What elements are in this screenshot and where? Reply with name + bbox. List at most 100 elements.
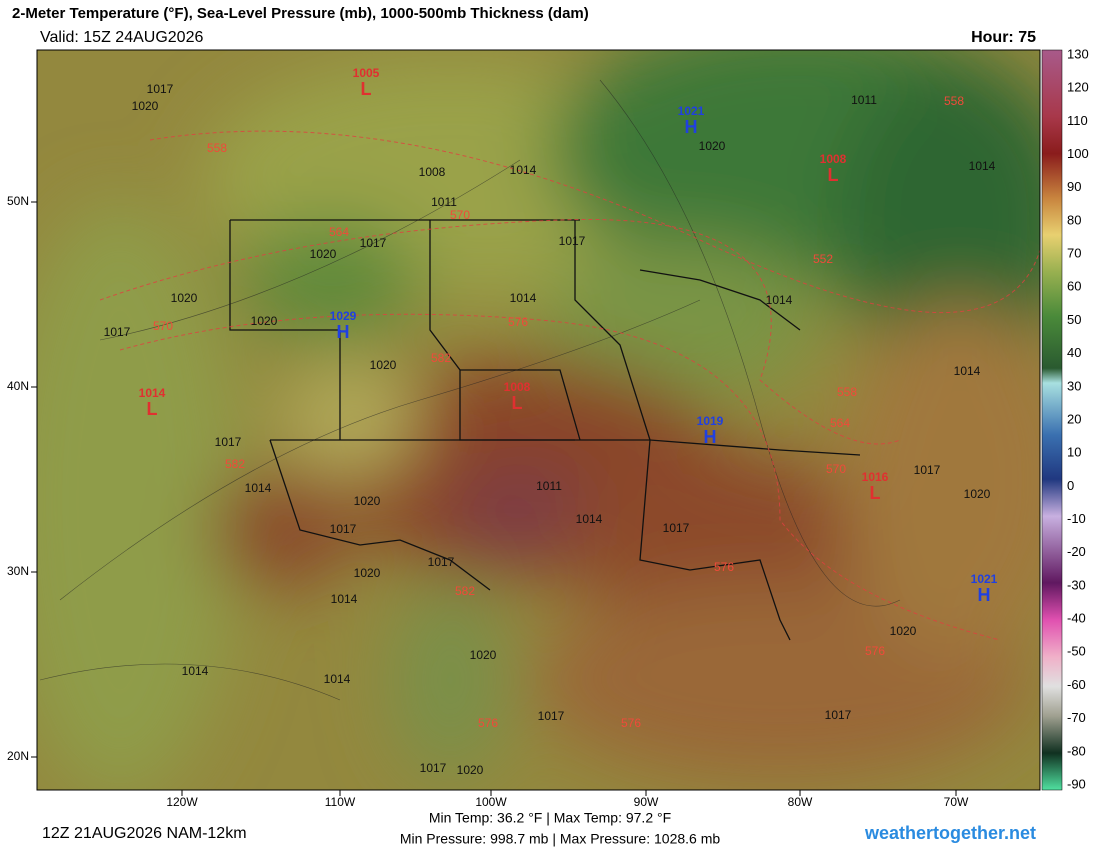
thickness-label: 576: [865, 644, 885, 658]
isobar-label: 1014: [510, 163, 537, 177]
isobar-label: 1008: [419, 165, 446, 179]
lat-label: 20N: [7, 749, 29, 763]
isobar-label: 1017: [147, 82, 174, 96]
isobar-label: 1017: [538, 709, 565, 723]
lon-label: 100W: [475, 795, 507, 809]
pressure-letter: H: [337, 322, 350, 342]
colorbar: [1041, 49, 1063, 791]
pressure-letter: L: [828, 165, 839, 185]
valid-time: Valid: 15Z 24AUG2026: [40, 29, 203, 46]
isobar-label: 1017: [420, 761, 447, 775]
site: weathertogether.net: [864, 823, 1036, 843]
pressure-value: 1019: [697, 414, 724, 428]
isobar-label: 1020: [964, 487, 991, 501]
lon-label: 110W: [325, 795, 356, 809]
isobar-label: 1017: [215, 435, 242, 449]
thickness-label: 576: [714, 560, 734, 574]
lon-label: 90W: [634, 795, 659, 809]
isobar-label: 1011: [851, 93, 877, 107]
pressure-letter: L: [147, 399, 158, 419]
pressure-letter: L: [361, 79, 372, 99]
isobar-label: 1020: [354, 494, 381, 508]
lon-label: 70W: [944, 795, 969, 809]
pressure-letter: L: [870, 483, 881, 503]
colorbar-label: 50: [1067, 312, 1081, 327]
pressure-value: 1016: [862, 470, 889, 484]
isobar-label: 1017: [825, 708, 852, 722]
lat-label: 30N: [7, 564, 29, 578]
isobar-label: 1017: [360, 236, 387, 250]
thickness-label: 576: [508, 315, 528, 329]
pressure-letter: H: [978, 585, 991, 605]
map: [37, 50, 1040, 790]
thickness-label: 582: [431, 351, 451, 365]
isobar-label: 1020: [310, 247, 337, 261]
isobar-label: 1017: [428, 555, 455, 569]
colorbar-label: 70: [1067, 246, 1081, 261]
isobar-label: 1014: [510, 291, 537, 305]
isobar-label: 1020: [470, 648, 497, 662]
colorbar-label: 100: [1067, 146, 1089, 161]
colorbar-label: -90: [1067, 776, 1086, 791]
lon-label: 120W: [166, 795, 198, 809]
colorbar-label: 60: [1067, 279, 1081, 294]
map-frame: [36, 49, 1041, 791]
pressure-letter: H: [685, 117, 698, 137]
colorbar-label: 90: [1067, 179, 1081, 194]
isobar-label: 1020: [457, 763, 484, 777]
colorbar-label: -50: [1067, 644, 1086, 659]
colorbar-label: -10: [1067, 511, 1086, 526]
isobar-label: 1020: [890, 624, 917, 638]
colorbar-label: -30: [1067, 577, 1086, 592]
thickness-label: 552: [813, 252, 833, 266]
title: 2-Meter Temperature (°F), Sea-Level Pres…: [12, 5, 589, 22]
isobar-label: 1020: [354, 566, 381, 580]
pressure-value: 1008: [820, 152, 847, 166]
colorbar-label: 80: [1067, 212, 1081, 227]
pressure-value: 1021: [678, 104, 705, 118]
isobar-label: 1014: [331, 592, 358, 606]
lat-label: 50N: [7, 194, 29, 208]
colorbar-label: 40: [1067, 345, 1081, 360]
colorbar-label: 110: [1067, 113, 1088, 128]
isobar-label: 1011: [536, 479, 562, 493]
isobar-label: 1020: [699, 139, 726, 153]
pressure-letter: L: [512, 393, 523, 413]
thickness-label: 564: [329, 225, 349, 239]
thickness-label: 558: [837, 385, 857, 399]
colorbar-label: 10: [1067, 445, 1081, 460]
thickness-label: 570: [153, 319, 173, 333]
isobar-label: 1017: [663, 521, 690, 535]
isobar-label: 1014: [766, 293, 793, 307]
colorbar-label: 0: [1067, 478, 1074, 493]
lat-label: 40N: [7, 379, 29, 393]
isobar-label: 1011: [431, 195, 457, 209]
temp-stats: Min Temp: 36.2 °F | Max Temp: 97.2 °F: [429, 810, 671, 826]
isobar-label: 1020: [370, 358, 397, 372]
isobar-label: 1020: [132, 99, 159, 113]
colorbar-label: -70: [1067, 710, 1086, 725]
isobar-label: 1014: [324, 672, 351, 686]
thickness-label: 558: [207, 141, 227, 155]
colorbar-label: -40: [1067, 611, 1086, 626]
colorbar-label: 130: [1067, 46, 1089, 61]
colorbar-label: 120: [1067, 80, 1089, 95]
thickness-label: 582: [455, 584, 475, 598]
isobar-label: 1014: [954, 364, 981, 378]
lon-label: 80W: [788, 795, 813, 809]
isobar-label: 1020: [171, 291, 198, 305]
isobar-label: 1017: [330, 522, 357, 536]
pressure-value: 1008: [504, 380, 531, 394]
isobar-label: 1014: [245, 481, 272, 495]
isobar-label: 1020: [251, 314, 278, 328]
forecast-hour: Hour: 75: [971, 29, 1036, 46]
thickness-label: 576: [621, 716, 641, 730]
thickness-label: 570: [826, 462, 846, 476]
thickness-label: 558: [944, 94, 964, 108]
thickness-label: 570: [450, 208, 470, 222]
pressure-value: 1021: [971, 572, 998, 586]
pressure-value: 1005: [353, 66, 380, 80]
pressure-letter: H: [704, 427, 717, 447]
isobar-label: 1017: [914, 463, 941, 477]
